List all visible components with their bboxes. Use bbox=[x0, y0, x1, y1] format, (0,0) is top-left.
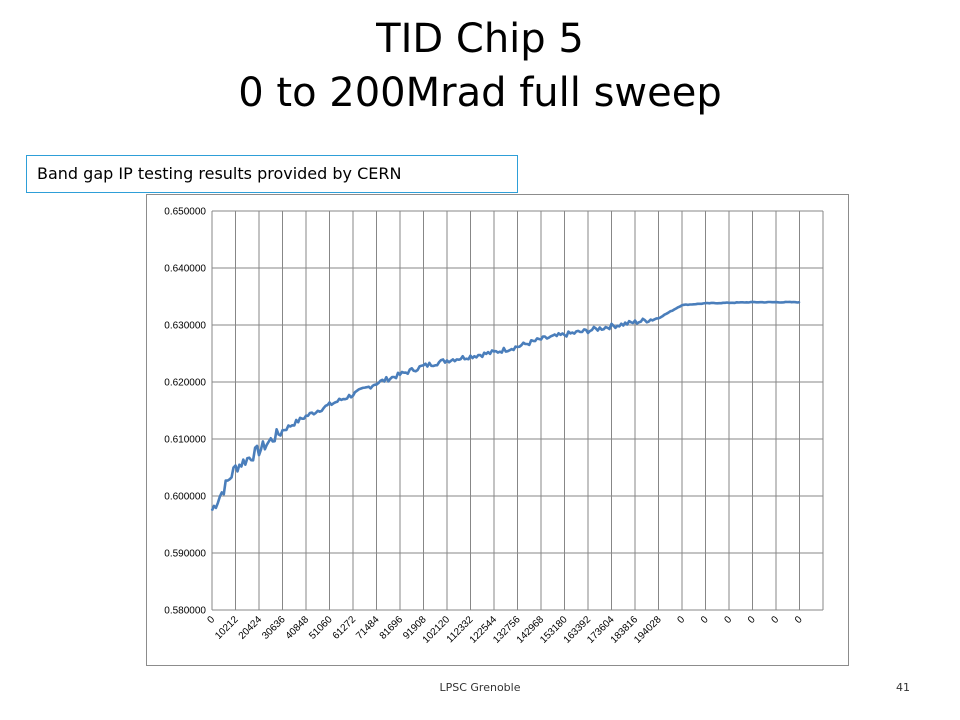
slide-title: TID Chip 5 0 to 200Mrad full sweep bbox=[0, 12, 960, 120]
data-point bbox=[516, 345, 519, 348]
y-tick-label: 0.580000 bbox=[164, 606, 206, 617]
y-tick-label: 0.640000 bbox=[164, 264, 206, 275]
data-point bbox=[610, 325, 613, 327]
data-point bbox=[775, 301, 777, 303]
data-point bbox=[281, 429, 284, 432]
data-point bbox=[681, 304, 683, 306]
x-tick-label: 0 bbox=[769, 614, 781, 626]
x-tick-label: 0 bbox=[793, 614, 805, 626]
title-line-2: 0 to 200Mrad full sweep bbox=[238, 70, 722, 116]
data-point bbox=[305, 415, 307, 417]
series-line bbox=[210, 300, 800, 511]
y-tick-label: 0.600000 bbox=[164, 492, 206, 503]
data-point bbox=[352, 393, 354, 396]
data-point bbox=[422, 365, 425, 367]
data-point bbox=[258, 449, 260, 452]
x-tick-label: 0 bbox=[205, 614, 217, 626]
footer-text: LPSC Grenoble bbox=[439, 681, 521, 694]
x-tick-label: 10212 bbox=[213, 614, 241, 642]
x-tick-label: 0 bbox=[699, 614, 711, 626]
x-tick-label: 0 bbox=[675, 614, 687, 626]
data-point bbox=[798, 301, 801, 303]
data-point bbox=[469, 355, 472, 358]
x-tick-label: 0 bbox=[746, 614, 758, 626]
data-point bbox=[540, 338, 542, 341]
y-tick-label: 0.630000 bbox=[164, 321, 206, 332]
data-point bbox=[234, 466, 237, 469]
chart-frame: 0.580000 0.590000 0.600000 0.610000 0.620000… bbox=[146, 194, 849, 666]
page-number: 41 bbox=[896, 681, 910, 694]
bandgap-line-chart: 0.580000 0.590000 0.600000 0.610000 0.620000… bbox=[164, 207, 824, 646]
data-point bbox=[704, 302, 707, 305]
x-tick-label: 51060 bbox=[307, 614, 335, 642]
data-point bbox=[728, 301, 730, 304]
data-point bbox=[493, 351, 495, 354]
x-tick-label: 71484 bbox=[354, 614, 382, 642]
x-tick-label: 81696 bbox=[378, 614, 406, 642]
source-callout: Band gap IP testing results provided by … bbox=[26, 155, 518, 193]
x-tick-label: 40848 bbox=[284, 614, 312, 642]
x-tick-label: 0 bbox=[722, 614, 734, 626]
title-line-1: TID Chip 5 bbox=[376, 16, 584, 62]
y-tick-label: 0.610000 bbox=[164, 435, 206, 446]
data-point bbox=[399, 373, 401, 376]
data-point bbox=[375, 382, 378, 384]
x-tick-label: 30636 bbox=[260, 614, 288, 642]
y-tick-label: 0.620000 bbox=[164, 378, 206, 389]
y-tick-label: 0.590000 bbox=[164, 549, 206, 560]
x-tick-label: 194028 bbox=[632, 614, 664, 646]
data-point bbox=[328, 404, 331, 406]
data-point bbox=[563, 333, 566, 336]
x-tick-label: 20424 bbox=[237, 614, 265, 642]
data-point bbox=[634, 321, 636, 323]
data-point bbox=[211, 509, 213, 512]
data-point bbox=[657, 317, 660, 319]
y-tick-label: 0.650000 bbox=[164, 207, 206, 218]
data-point bbox=[446, 359, 448, 362]
x-tick-label: 61272 bbox=[331, 614, 359, 642]
data-point bbox=[751, 301, 754, 303]
data-point bbox=[587, 329, 589, 332]
